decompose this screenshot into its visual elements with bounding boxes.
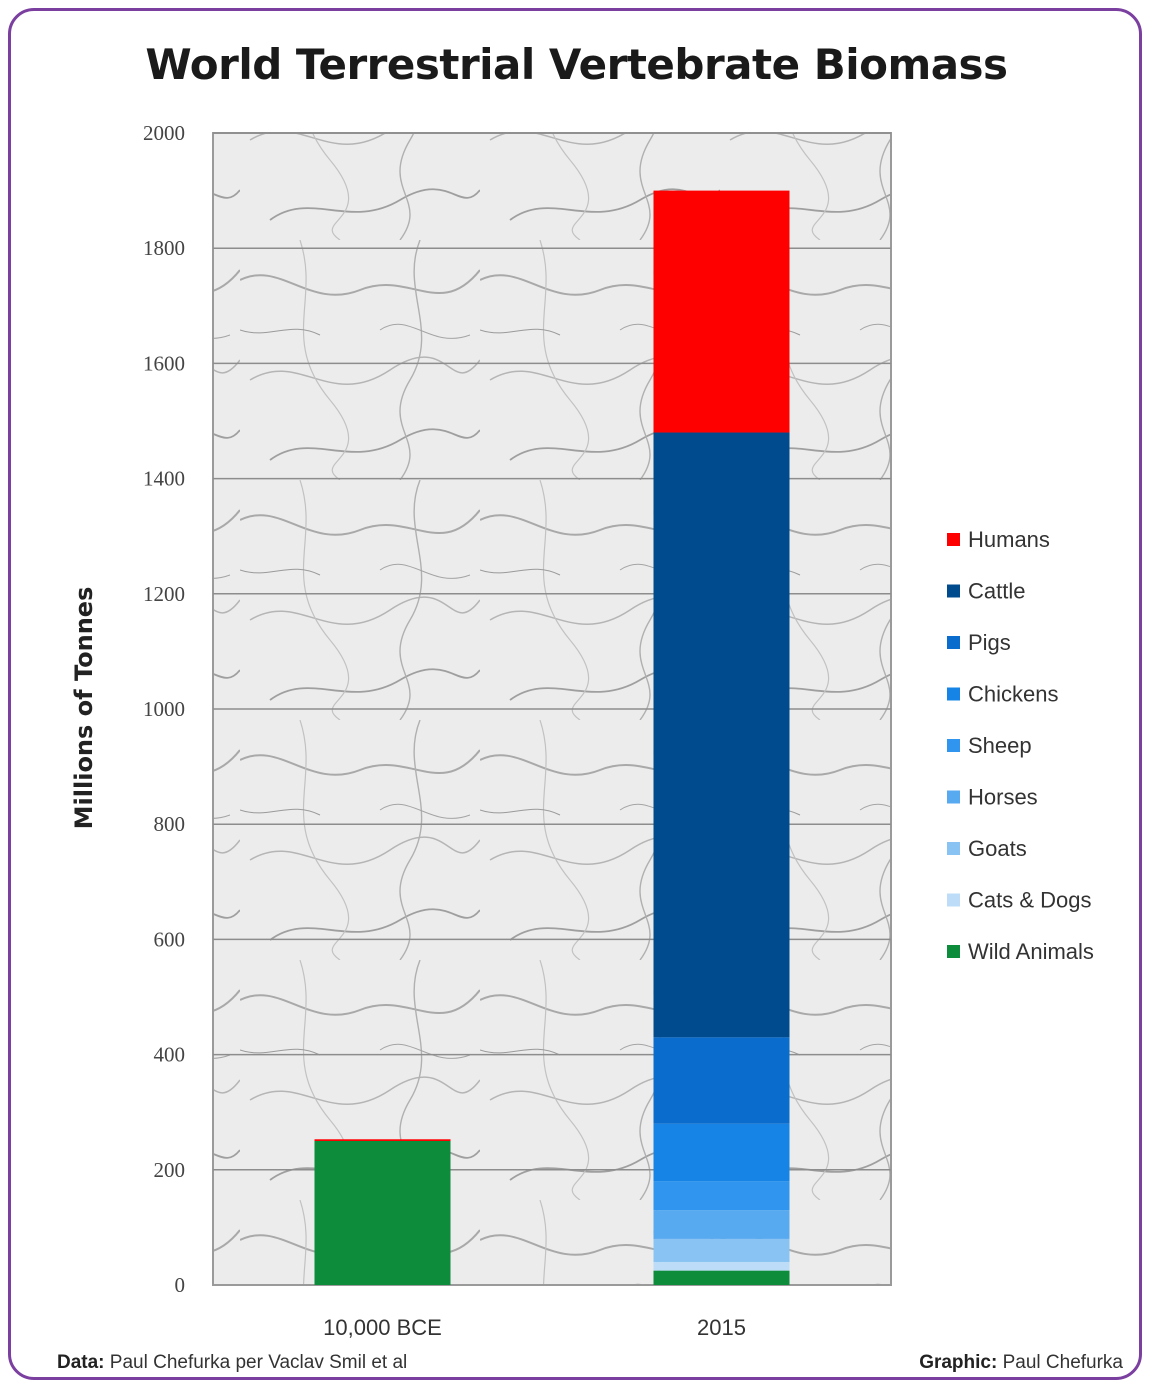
legend-label: Pigs [968,630,1011,655]
y-tick-label: 800 [154,812,186,836]
legend: Humans Cattle Pigs Chickens Sheep Horses Goats… [947,527,1094,964]
bar-segment [653,1181,790,1211]
bar-segment [314,1139,451,1141]
legend-label: Sheep [968,733,1032,758]
legend-swatch [947,636,960,649]
legend-label: Chickens [968,682,1058,707]
legend-swatch [947,893,960,907]
y-tick-label: 600 [154,927,186,951]
chart-title: World Terrestrial Vertebrate Biomass [145,40,1008,89]
bar-segment [653,1210,790,1239]
bar-segment [653,1037,790,1124]
y-axis-label: Millions of Tonnes [70,587,98,830]
y-tick-label: 1600 [143,351,185,375]
footer-data-text: Paul Chefurka per Vaclav Smil et al [109,1352,408,1373]
legend-label: Goats [968,836,1027,861]
bar-segment [314,1141,451,1285]
y-tick-label: 1400 [143,467,185,491]
legend-swatch [947,533,960,546]
legend-swatch [947,687,960,701]
x-category-label: 10,000 BCE [323,1315,442,1340]
legend-label: Cattle [968,579,1025,604]
y-tick-label: 1800 [143,236,185,260]
y-tick-label: 1000 [143,697,185,721]
footer-data-credit: Data: Paul Chefurka per Vaclav Smil et a… [57,1352,407,1374]
bar-segment [653,432,790,1038]
y-tick-label: 200 [154,1158,186,1182]
legend-label: Cats & Dogs [968,888,1092,913]
legend-swatch [947,739,960,752]
bars [314,190,790,1285]
legend-label: Horses [968,785,1038,810]
bar-segment [653,1270,790,1285]
y-axis-ticks: 0 200 400 600 800 1000 1200 1400 1600 1800 2000 [143,121,185,1297]
y-tick-label: 400 [154,1043,186,1067]
legend-swatch [947,842,960,855]
legend-label: Humans [968,527,1050,552]
bar-segment [653,1261,790,1271]
footer-graphic-text: Paul Chefurka [1002,1352,1123,1373]
y-tick-label: 1200 [143,582,185,606]
y-tick-label: 0 [175,1273,186,1297]
y-tick-label: 2000 [143,121,185,145]
bar-segment [653,190,790,433]
footer-graphic-label: Graphic: [919,1352,998,1373]
footer-graphic-credit: Graphic: Paul Chefurka [919,1352,1123,1374]
legend-swatch [947,790,960,804]
legend-swatch [947,584,960,598]
legend-swatch [947,945,960,958]
legend-label: Wild Animals [968,939,1094,964]
footer-data-label: Data: [57,1352,105,1373]
x-category-label: 2015 [697,1315,746,1340]
x-axis-categories: 10,000 BCE 2015 [323,1315,746,1340]
bar-segment [653,1123,790,1182]
bar-segment [653,1238,790,1262]
